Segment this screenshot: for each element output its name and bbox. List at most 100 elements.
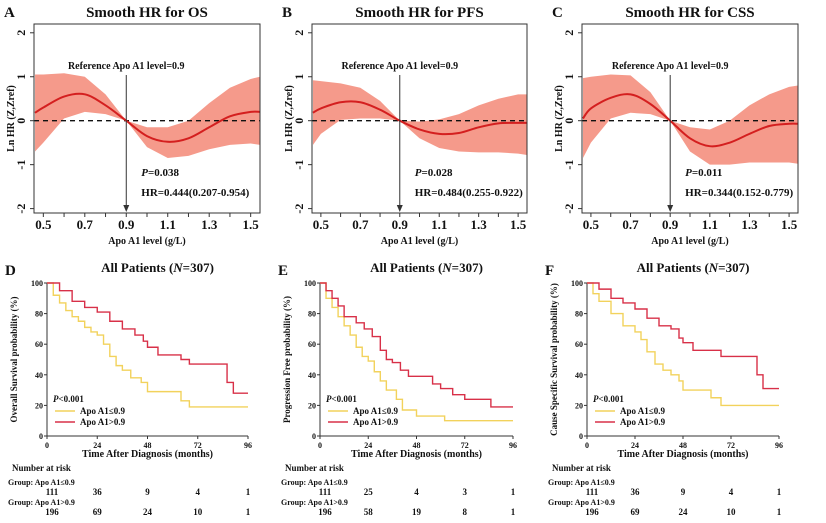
p-value: <0.001 bbox=[332, 394, 358, 404]
chart-title: All Patients (N=307) bbox=[101, 260, 214, 275]
x-tick-label: 96 bbox=[244, 441, 252, 450]
x-tick-label: 1.3 bbox=[741, 217, 758, 232]
risk-count: 4 bbox=[196, 487, 201, 497]
risk-count: 1 bbox=[511, 487, 516, 497]
risk-count: 24 bbox=[143, 507, 153, 517]
km-curve-low bbox=[47, 282, 248, 408]
x-tick-label: 24 bbox=[364, 441, 372, 450]
x-tick-label: 0.5 bbox=[35, 217, 52, 232]
x-tick-label: 1.1 bbox=[160, 217, 176, 232]
confidence-band bbox=[582, 74, 798, 165]
y-tick-label: -2 bbox=[14, 204, 28, 214]
y-tick-label: 20 bbox=[35, 401, 43, 410]
arrow-head-icon bbox=[396, 205, 403, 212]
title-prefix: All Patients ( bbox=[370, 260, 442, 275]
hr-label: HR=0.344(0.152-0.779) bbox=[685, 187, 793, 199]
y-tick-label: -1 bbox=[292, 160, 306, 170]
risk-count: 196 bbox=[318, 507, 332, 517]
panel-letter: D bbox=[5, 263, 16, 279]
p-value: =0.028 bbox=[422, 167, 454, 179]
y-tick-label: 80 bbox=[308, 310, 316, 319]
panel-letter: F bbox=[545, 263, 554, 279]
risk-table-header: Number at risk bbox=[285, 463, 344, 473]
reference-label: Reference Apo A1 level=0.9 bbox=[68, 61, 185, 72]
risk-count: 4 bbox=[729, 487, 734, 497]
x-tick-label: 1.3 bbox=[471, 217, 488, 232]
risk-count: 36 bbox=[93, 487, 103, 497]
x-tick-label: 1.1 bbox=[431, 217, 447, 232]
y-tick-label: 1 bbox=[562, 74, 576, 80]
risk-group-label: Group: Apo A1>0.9 bbox=[281, 498, 348, 507]
x-tick-label: 0.5 bbox=[583, 217, 600, 232]
y-tick-label: 60 bbox=[575, 340, 583, 349]
hr-panel-b: B Smooth HR for PFS Reference Apo A1 level… bbox=[282, 5, 528, 247]
x-tick-label: 96 bbox=[775, 441, 783, 450]
km-curve-low bbox=[320, 282, 513, 422]
km-curve-high bbox=[47, 282, 248, 394]
p-value: =0.011 bbox=[692, 167, 722, 179]
x-tick-label: 0.7 bbox=[352, 217, 369, 232]
x-tick-label: 0 bbox=[318, 441, 322, 450]
km-curve-high bbox=[587, 282, 779, 390]
p-symbol: P bbox=[685, 167, 692, 179]
panel-letter: B bbox=[282, 5, 292, 21]
risk-group-label: Group: Apo A1≤0.9 bbox=[8, 478, 75, 487]
y-tick-label: 0 bbox=[312, 432, 316, 441]
risk-table-header: Number at risk bbox=[12, 463, 71, 473]
risk-count: 9 bbox=[681, 487, 686, 497]
x-axis-label: Time After Diagnosis (months) bbox=[351, 449, 482, 460]
y-tick-label: 2 bbox=[562, 30, 576, 36]
y-tick-label: 100 bbox=[571, 279, 583, 288]
y-tick-label: 80 bbox=[35, 310, 43, 319]
km-panel-d: D All Patients (N=307) 0 20 40 60 80 100 0 24 48 72… bbox=[5, 260, 252, 517]
x-tick-label: 1.1 bbox=[702, 217, 718, 232]
legend-label: Apo A1>0.9 bbox=[80, 417, 126, 427]
legend-label: Apo A1≤0.9 bbox=[80, 406, 125, 416]
km-panel-f: F All Patients (N=307) 0 20 40 60 80 100 0 24 48 72… bbox=[545, 260, 783, 517]
x-tick-label: 0 bbox=[585, 441, 589, 450]
hr-label: HR=0.484(0.255-0.922) bbox=[415, 187, 523, 199]
title-prefix: All Patients ( bbox=[101, 260, 173, 275]
x-tick-label: 0.7 bbox=[622, 217, 639, 232]
x-tick-label: 1.5 bbox=[781, 217, 798, 232]
risk-count: 4 bbox=[414, 487, 419, 497]
x-tick-label: 0 bbox=[45, 441, 49, 450]
y-tick-label: 40 bbox=[575, 371, 583, 380]
x-tick-label: 96 bbox=[509, 441, 517, 450]
legend-label: Apo A1≤0.9 bbox=[620, 406, 665, 416]
risk-count: 69 bbox=[93, 507, 103, 517]
p-symbol: P bbox=[593, 394, 599, 404]
chart-title: Smooth HR for OS bbox=[86, 5, 208, 21]
y-axis-label: Progression Free probability (%) bbox=[282, 296, 292, 423]
x-tick-label: 1.3 bbox=[201, 217, 218, 232]
arrow-head-icon bbox=[123, 205, 130, 212]
p-value-label: P=0.028 bbox=[415, 167, 453, 179]
hr-panel-c: C Smooth HR for CSS Reference Apo A1 level… bbox=[552, 5, 799, 247]
risk-group-label: Group: Apo A1≤0.9 bbox=[548, 478, 615, 487]
risk-count: 1 bbox=[511, 507, 516, 517]
y-tick-label: 100 bbox=[31, 279, 43, 288]
risk-count: 196 bbox=[585, 507, 599, 517]
risk-count: 10 bbox=[727, 507, 737, 517]
x-tick-label: 0.9 bbox=[118, 217, 135, 232]
y-tick-label: -1 bbox=[14, 160, 28, 170]
hr-fit-line bbox=[582, 93, 799, 148]
hr-label: HR=0.444(0.207-0.954) bbox=[141, 187, 249, 199]
hr-fit-line bbox=[34, 92, 261, 143]
p-symbol: P bbox=[326, 394, 332, 404]
confidence-band bbox=[312, 80, 527, 155]
risk-count: 196 bbox=[45, 507, 59, 517]
title-n: N bbox=[172, 260, 183, 275]
legend-label: Apo A1>0.9 bbox=[353, 417, 399, 427]
risk-count: 111 bbox=[319, 487, 332, 497]
x-axis-label: Apo A1 level (g/L) bbox=[651, 236, 729, 247]
p-symbol: P bbox=[53, 394, 59, 404]
y-tick-label: -1 bbox=[562, 160, 576, 170]
title-suffix: =307) bbox=[452, 260, 483, 275]
y-axis-label: Ln HR (Z,Zref) bbox=[6, 85, 17, 152]
hr-fit-line bbox=[312, 100, 528, 136]
y-axis-label: Cause Specific Survival probability (%) bbox=[549, 283, 559, 436]
risk-count: 111 bbox=[586, 487, 599, 497]
x-tick-label: 72 bbox=[727, 441, 735, 450]
